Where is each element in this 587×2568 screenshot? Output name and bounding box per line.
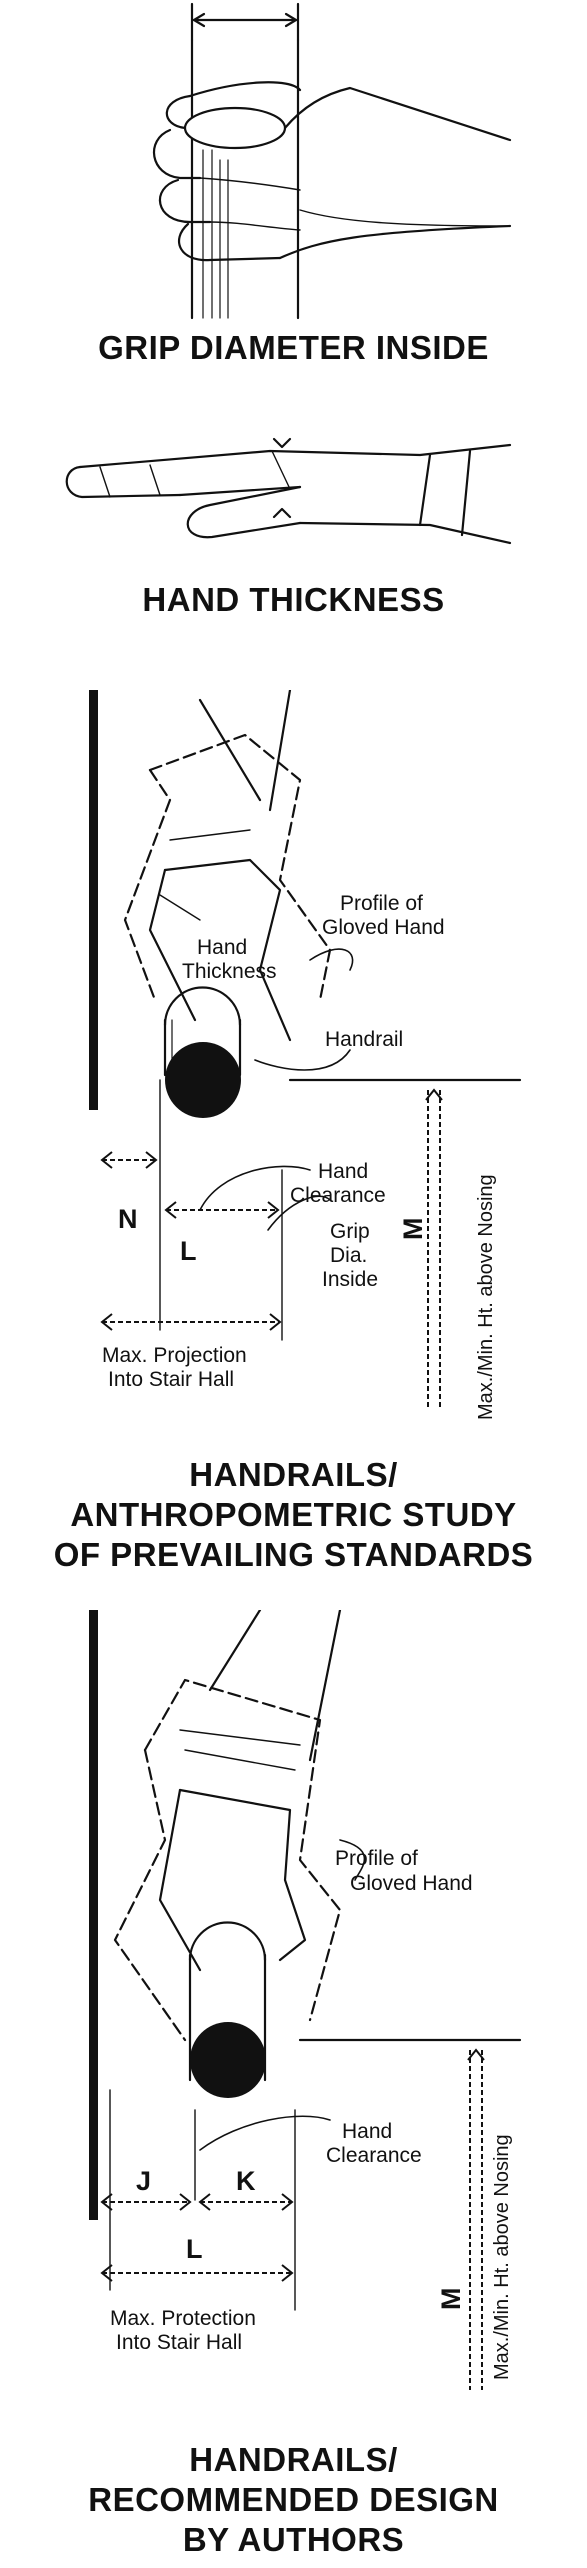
recommended-design-figure: Profile of Gloved Hand Hand Clearance J … — [0, 1610, 587, 2420]
recommended-title-line-2: RECOMMENDED DESIGN — [88, 2481, 499, 2518]
profile-label-2: Gloved Hand — [322, 916, 445, 939]
height-label: Max./Min. Ht. above Nosing — [491, 2134, 513, 2380]
letter-l: L — [180, 1236, 197, 1266]
hand-thickness-title-text: HAND THICKNESS — [142, 581, 445, 618]
projection-label-1: Max. Projection — [102, 1344, 247, 1367]
wall — [89, 690, 98, 1110]
handrail-section — [190, 2022, 266, 2098]
hand-clearance-label-2: Clearance — [290, 1184, 386, 1207]
profile-label-2: Gloved Hand — [350, 1872, 473, 1895]
prevailing-title-line-3: OF PREVAILING STANDARDS — [53, 1536, 534, 1573]
protection-label-2: Into Stair Hall — [116, 2331, 242, 2354]
grip-label-1: Grip — [330, 1220, 370, 1243]
profile-label-1: Profile of — [335, 1847, 418, 1870]
recommended-title-line-3: BY AUTHORS — [182, 2521, 405, 2558]
height-label: Max./Min. Ht. above Nosing — [475, 1174, 497, 1420]
prevailing-standards-figure: Profile of Gloved Hand Hand Thickness Ha… — [0, 690, 587, 1440]
hand-clearance-label-1: Hand — [318, 1160, 368, 1183]
grip-diameter-figure — [0, 0, 587, 320]
letter-k: K — [236, 2166, 256, 2196]
letter-m: M — [436, 2288, 466, 2311]
handrail-section — [165, 1042, 241, 1118]
recommended-title: HANDRAILS/ RECOMMENDED DESIGN BY AUTHORS — [0, 2440, 587, 2560]
profile-label-1: Profile of — [340, 892, 423, 915]
hand-thickness-label-2: Thickness — [182, 960, 277, 983]
grip-diameter-title-text: GRIP DIAMETER INSIDE — [98, 329, 489, 366]
grip-diameter-title: GRIP DIAMETER INSIDE — [0, 328, 587, 368]
hand-thickness-figure — [0, 425, 587, 575]
prevailing-title-line-1: HANDRAILS/ — [189, 1456, 398, 1493]
letter-m: M — [398, 1218, 428, 1241]
protection-label-1: Max. Protection — [110, 2307, 256, 2330]
letter-n: N — [118, 1204, 138, 1234]
grip-label-2: Dia. — [330, 1244, 367, 1267]
prevailing-title-line-2: ANTHROPOMETRIC STUDY — [70, 1496, 517, 1533]
prevailing-title: HANDRAILS/ ANTHROPOMETRIC STUDY OF PREVA… — [0, 1455, 587, 1575]
grip-hand-drawing — [152, 2, 512, 320]
letter-j: J — [136, 2166, 151, 2196]
grip-label-3: Inside — [322, 1268, 378, 1291]
recommended-title-line-1: HANDRAILS/ — [189, 2441, 398, 2478]
handrail-label: Handrail — [325, 1028, 403, 1051]
hand-thickness-label-1: Hand — [197, 936, 247, 959]
hand-thickness-title: HAND THICKNESS — [0, 580, 587, 620]
recommended-diagram: Profile of Gloved Hand Hand Clearance J … — [89, 1610, 522, 2390]
prevailing-diagram: Profile of Gloved Hand Hand Thickness Ha… — [89, 690, 522, 1420]
flat-hand-drawing — [65, 437, 512, 545]
wall — [89, 1610, 98, 2220]
hand-clearance-label-2: Clearance — [326, 2144, 422, 2167]
hand-clearance-label-1: Hand — [342, 2120, 392, 2143]
letter-l: L — [186, 2234, 203, 2264]
projection-label-2: Into Stair Hall — [108, 1368, 234, 1391]
